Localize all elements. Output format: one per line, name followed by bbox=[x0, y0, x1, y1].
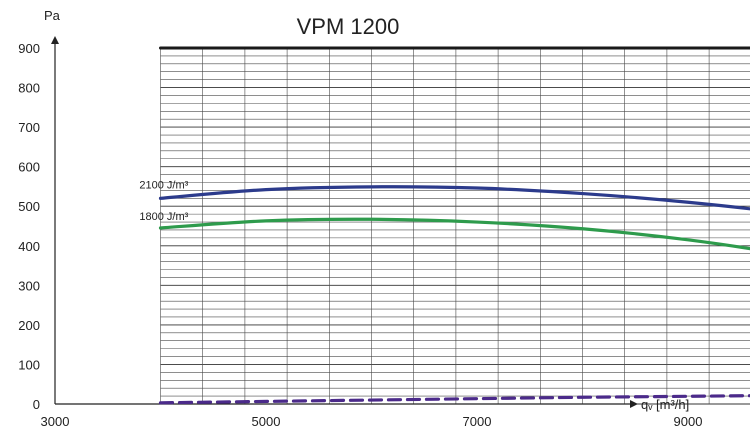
y-tick-label: 900 bbox=[18, 41, 40, 56]
x-tick-label: 3000 bbox=[41, 414, 70, 429]
annotation-label: 1800 J/m³ bbox=[139, 211, 188, 223]
x-tick-labels: 3000500070009000110001300015000 bbox=[41, 414, 703, 429]
y-tick-label: 100 bbox=[18, 357, 40, 372]
y-axis-arrow-icon bbox=[51, 36, 59, 44]
y-tick-label: 800 bbox=[18, 81, 40, 96]
x-tick-label: 5000 bbox=[252, 414, 281, 429]
x-tick-label: 9000 bbox=[674, 414, 703, 429]
y-tick-label: 400 bbox=[18, 239, 40, 254]
x-axis-arrow-icon bbox=[630, 400, 638, 408]
x-tick-label: 7000 bbox=[463, 414, 492, 429]
series-line-1 bbox=[158, 185, 750, 211]
series-dashed-line bbox=[158, 394, 750, 405]
x-axis-label: qᵥ [m³/h] bbox=[641, 397, 689, 412]
y-tick-label: 600 bbox=[18, 160, 40, 175]
series-maxpa-line bbox=[159, 46, 750, 50]
y-tick-label: 300 bbox=[18, 278, 40, 293]
axes bbox=[51, 36, 638, 408]
series-lines bbox=[158, 46, 750, 405]
y-axis-label: Pa bbox=[44, 8, 61, 23]
y-tick-label: 700 bbox=[18, 120, 40, 135]
annotation-label: 2100 J/m³ bbox=[139, 179, 188, 191]
y-tick-label: 500 bbox=[18, 199, 40, 214]
series-line-2 bbox=[158, 217, 750, 251]
grid bbox=[160, 47, 750, 405]
chart-title: VPM 1200 bbox=[297, 14, 400, 39]
y-tick-label: 200 bbox=[18, 318, 40, 333]
y-tick-label: 0 bbox=[33, 397, 40, 412]
y-tick-labels: 0 100 200 300 400 500 600 700 800 900 bbox=[18, 41, 40, 412]
